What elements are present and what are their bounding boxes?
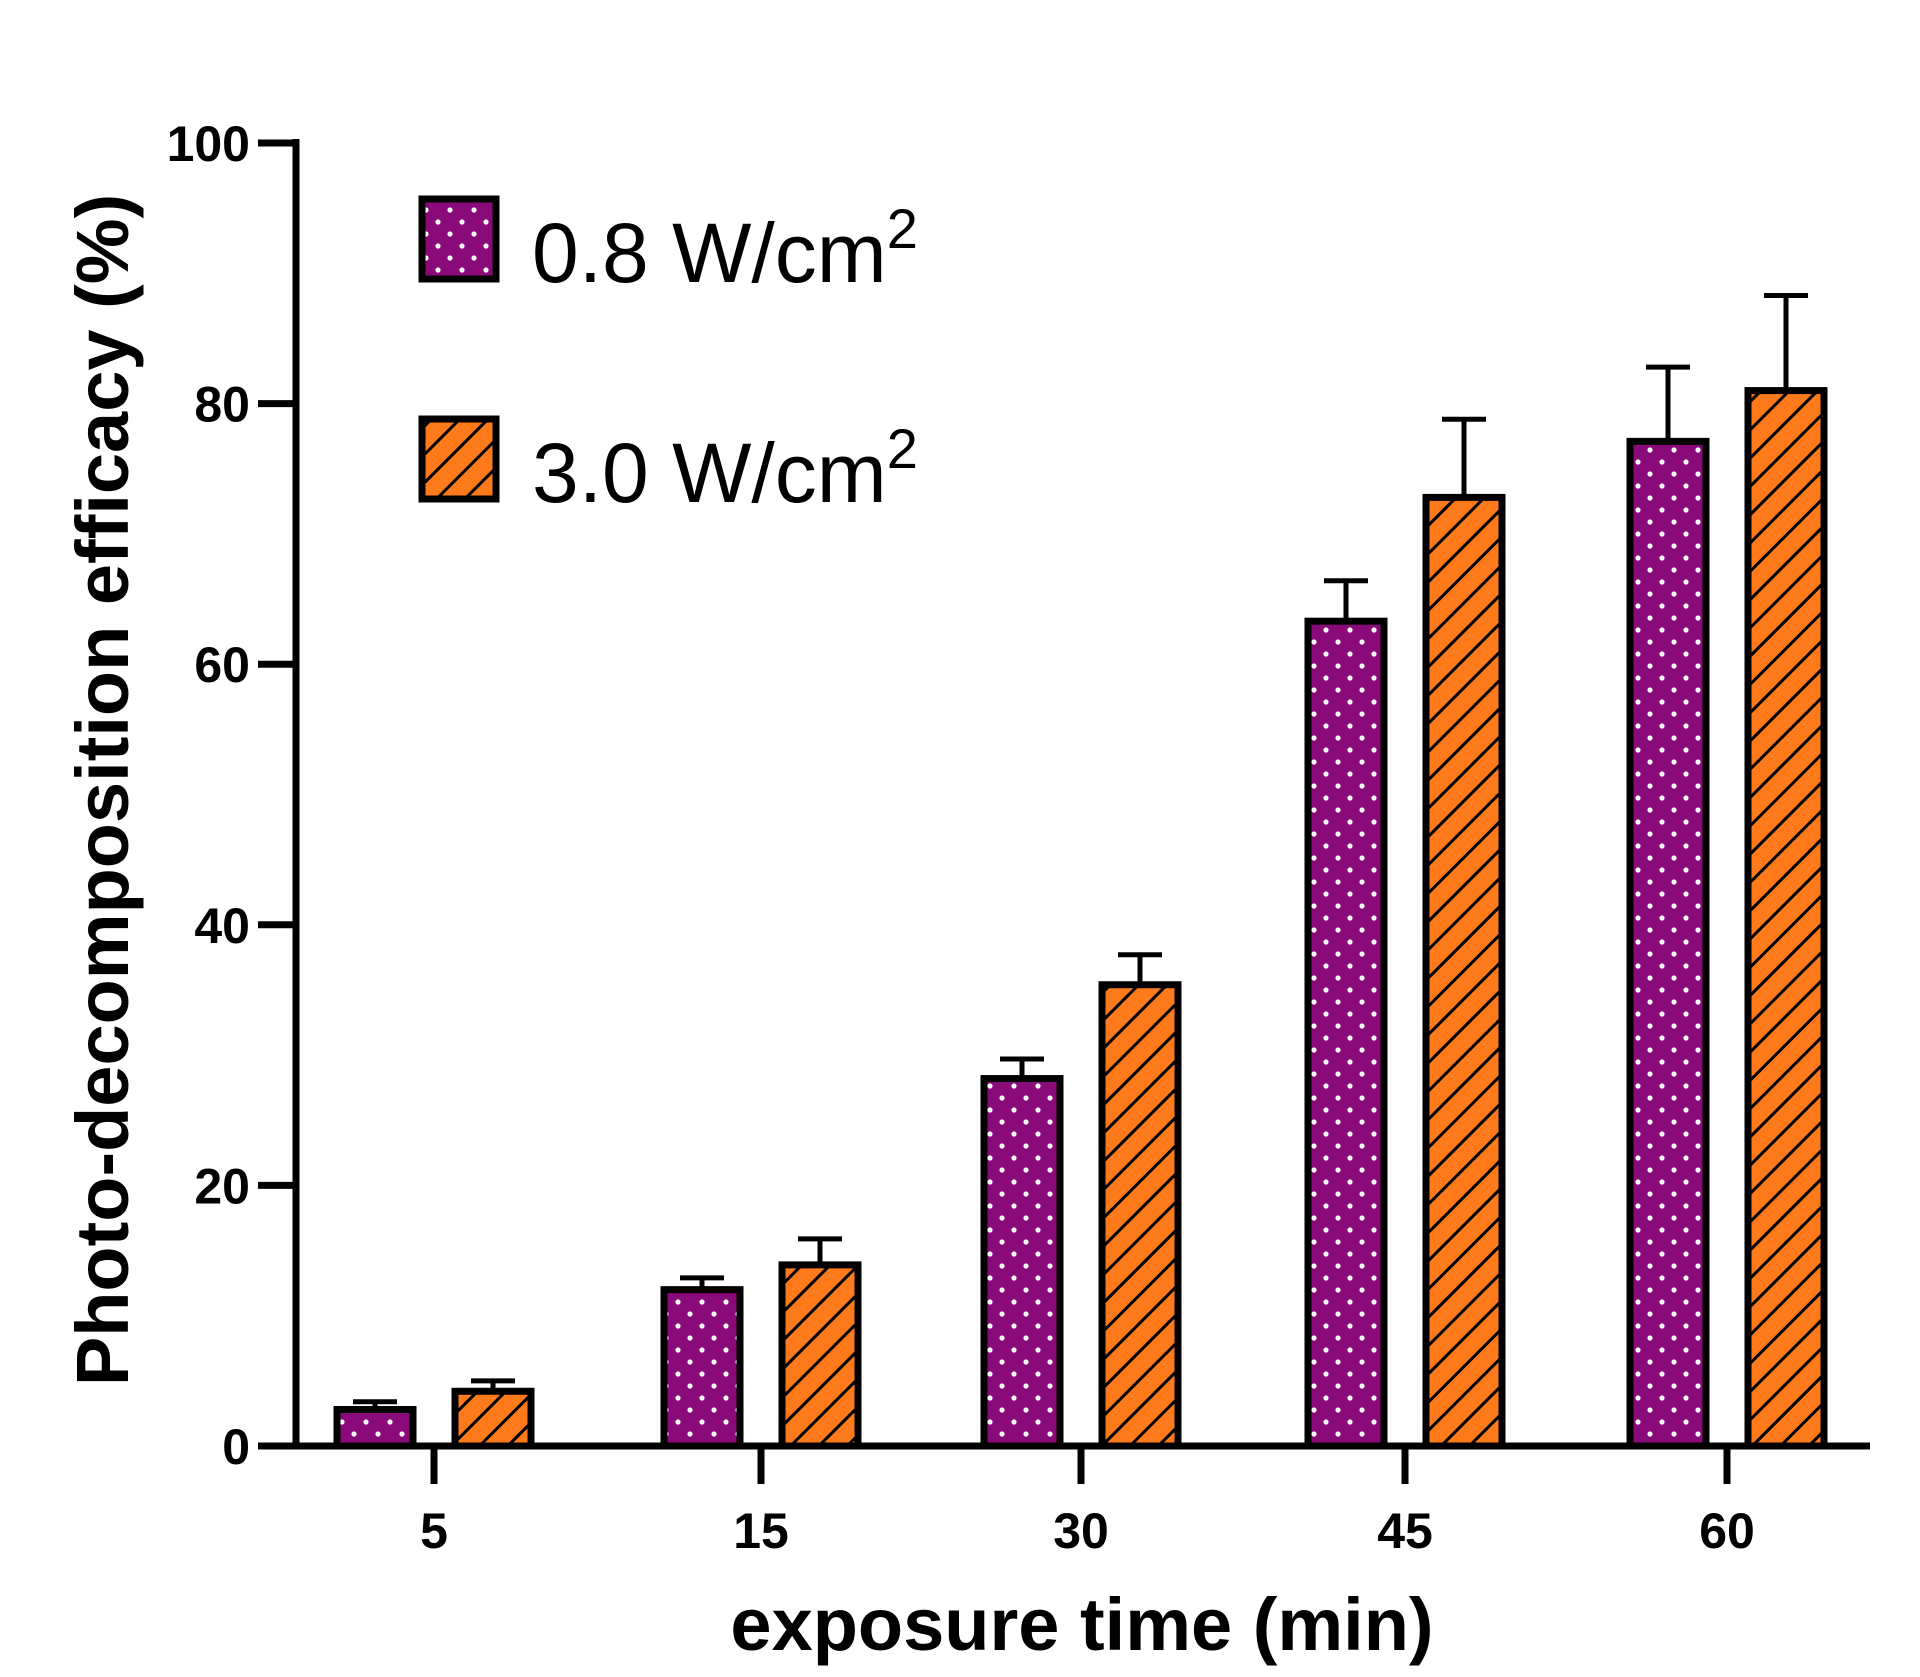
- bar-series-1-5: [333, 1406, 417, 1450]
- x-tick-label-60: 60: [1699, 1503, 1755, 1559]
- legend: 0.8 W/cm2 3.0 W/cm2: [418, 195, 918, 520]
- y-tick-label-20: 20: [194, 1158, 250, 1214]
- y-tick-label-100: 100: [167, 116, 250, 172]
- legend-label-series-2: 3.0 W/cm2: [532, 417, 918, 520]
- axes-layer: [258, 139, 1870, 1484]
- x-tick-label-45: 45: [1377, 1503, 1433, 1559]
- legend-item-series-2: 3.0 W/cm2: [418, 415, 918, 520]
- legend-swatch-series-2: [418, 415, 500, 503]
- y-tick-label-60: 60: [194, 637, 250, 693]
- bar-series-2-5: [451, 1387, 535, 1450]
- x-axis-title: exposure time (min): [730, 1583, 1433, 1666]
- y-tick-label-40: 40: [194, 898, 250, 954]
- bar-series-1-60: [1626, 437, 1710, 1450]
- bars-layer: [333, 387, 1828, 1450]
- y-tick-label-0: 0: [222, 1419, 250, 1475]
- legend-item-series-1: 0.8 W/cm2: [418, 195, 918, 300]
- y-tick-label-80: 80: [194, 377, 250, 433]
- y-axis-title: Photo-decomposition efficacy (%): [61, 194, 144, 1386]
- bar-series-1-30: [980, 1075, 1064, 1450]
- bar-series-2-15: [778, 1261, 862, 1450]
- x-tick-label-15: 15: [733, 1503, 789, 1559]
- legend-label-series-1: 0.8 W/cm2: [532, 197, 918, 300]
- tick-labels-layer: 0 20 40 60 80 100 5 15 30 45 60: [167, 116, 1755, 1559]
- x-tick-label-5: 5: [420, 1503, 448, 1559]
- x-tick-label-30: 30: [1053, 1503, 1109, 1559]
- legend-swatch-series-1: [418, 195, 500, 283]
- bar-series-2-30: [1098, 981, 1182, 1450]
- bar-series-1-15: [660, 1286, 744, 1450]
- bar-series-1-45: [1304, 617, 1388, 1450]
- bar-series-2-45: [1422, 493, 1506, 1450]
- error-bars-layer: [353, 292, 1808, 1410]
- bar-series-2-60: [1744, 387, 1828, 1450]
